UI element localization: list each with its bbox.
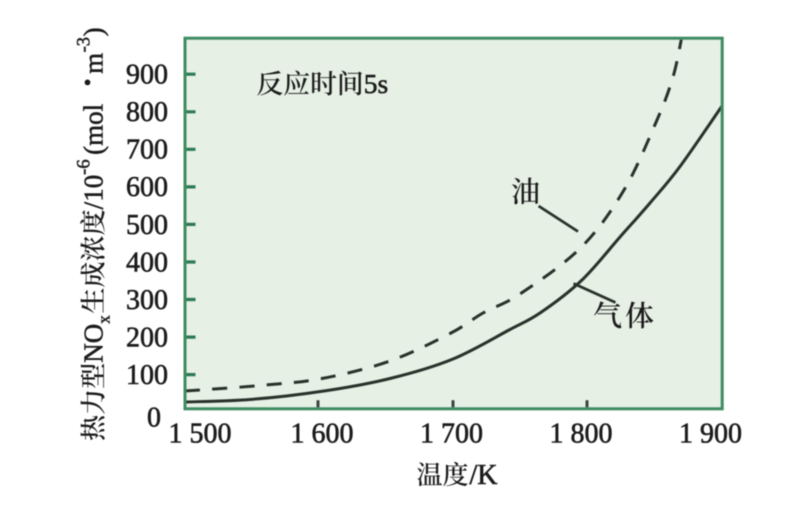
svg-text:700: 700 bbox=[126, 135, 168, 166]
svg-text:-6: -6 bbox=[75, 159, 95, 174]
svg-text:500: 500 bbox=[126, 210, 168, 241]
svg-text:1 500: 1 500 bbox=[169, 419, 232, 450]
svg-text:900: 900 bbox=[126, 60, 168, 91]
svg-text:x: x bbox=[95, 315, 114, 324]
svg-text:800: 800 bbox=[126, 97, 168, 128]
svg-text:200: 200 bbox=[126, 322, 168, 353]
svg-text:-3: -3 bbox=[75, 37, 95, 52]
svg-text:NO: NO bbox=[79, 324, 109, 363]
svg-text:0: 0 bbox=[147, 402, 161, 433]
svg-text:400: 400 bbox=[126, 247, 168, 278]
svg-text:5s: 5s bbox=[364, 68, 388, 99]
svg-text:100: 100 bbox=[126, 360, 168, 391]
svg-text:m: m bbox=[79, 53, 109, 74]
svg-text:600: 600 bbox=[126, 172, 168, 203]
svg-text:): ) bbox=[79, 27, 109, 36]
svg-text:/10: /10 bbox=[79, 175, 109, 210]
svg-text:(mol: (mol bbox=[79, 104, 109, 155]
svg-text:1 700: 1 700 bbox=[420, 419, 483, 450]
svg-text:/K: /K bbox=[470, 460, 498, 491]
svg-text:1 800: 1 800 bbox=[550, 419, 613, 450]
svg-text:1 600: 1 600 bbox=[291, 419, 354, 450]
svg-text:300: 300 bbox=[126, 285, 168, 316]
svg-text:1 900: 1 900 bbox=[679, 419, 742, 450]
